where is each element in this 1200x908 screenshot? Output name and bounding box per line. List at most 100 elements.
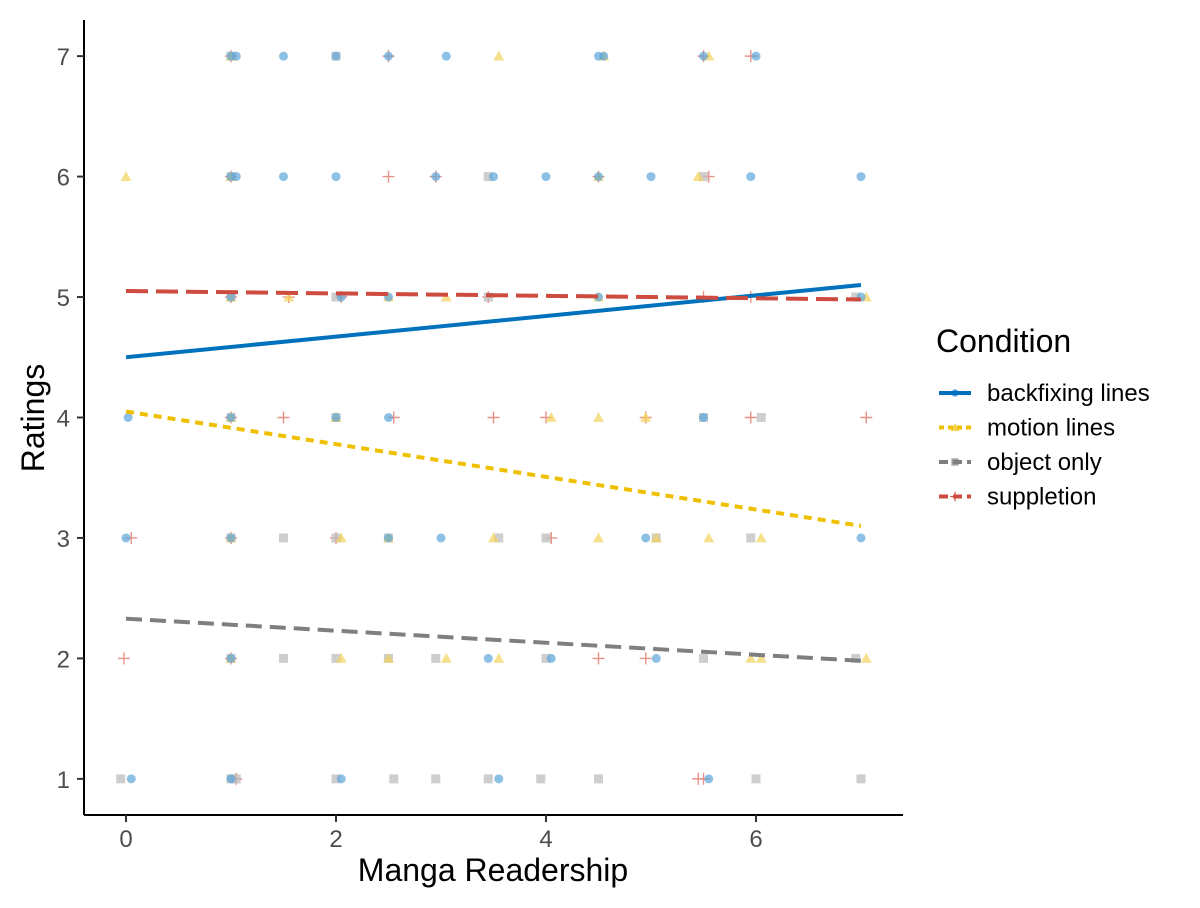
data-point (699, 653, 708, 663)
data-point (541, 533, 551, 543)
data-point (277, 411, 290, 424)
y-tick-label: 5 (57, 285, 70, 312)
data-point (440, 652, 452, 663)
data-point (856, 172, 866, 182)
data-point (431, 172, 441, 182)
data-point (331, 51, 341, 61)
data-point (860, 652, 872, 663)
data-point (651, 653, 661, 663)
data-point (599, 51, 609, 61)
legend-marker (951, 458, 959, 466)
data-point (116, 774, 126, 784)
data-point (493, 50, 505, 61)
data-point (493, 652, 505, 663)
data-point (231, 51, 241, 61)
data-point (279, 51, 288, 61)
y-axis-title: Ratings (15, 364, 51, 473)
data-point (593, 412, 604, 422)
data-point (745, 652, 757, 663)
series-points-backfixing-lines (121, 51, 866, 784)
data-point (594, 172, 603, 182)
fit-line-object-only (125, 616, 862, 663)
series-points-motion-lines (120, 50, 872, 663)
data-point (279, 533, 288, 543)
data-point (384, 51, 393, 61)
data-point (744, 411, 757, 424)
data-point (594, 774, 603, 784)
y-tick-label: 1 (57, 767, 70, 794)
data-point (545, 412, 557, 422)
data-point (640, 412, 652, 422)
legend: Condition backfixing lines motion lines ob… (936, 323, 1150, 511)
data-point (699, 413, 708, 422)
data-point (231, 172, 241, 182)
data-point (483, 653, 493, 663)
data-point (860, 411, 873, 424)
data-point (856, 774, 866, 784)
legend-marker (950, 423, 960, 432)
y-tick-label: 2 (57, 646, 70, 673)
y-tick-label: 3 (57, 526, 70, 553)
data-point (703, 532, 715, 543)
data-point (389, 774, 399, 784)
data-point (331, 774, 341, 784)
x-tick-label: 6 (749, 826, 762, 853)
data-point (436, 533, 446, 543)
data-point (382, 170, 395, 183)
data-point (441, 51, 451, 61)
data-point (483, 172, 493, 182)
data-point (755, 652, 767, 663)
data-point (699, 51, 708, 61)
legend-marker (951, 389, 959, 397)
legend-title: Condition (936, 323, 1071, 359)
data-point (856, 533, 866, 543)
data-point (279, 172, 288, 182)
data-point (279, 653, 288, 663)
legend-label: backfixing lines (987, 380, 1150, 407)
data-point (692, 171, 704, 181)
data-point (121, 533, 131, 543)
legend-label: object only (987, 449, 1102, 476)
legend-item-suppletion: suppletion (939, 484, 1096, 511)
data-point (593, 532, 604, 543)
data-point (226, 413, 236, 422)
data-point (431, 774, 441, 784)
data-point (226, 292, 236, 302)
data-point (226, 774, 236, 784)
data-point (487, 411, 500, 424)
data-point (331, 533, 341, 543)
x-tick-label: 2 (329, 826, 342, 853)
data-point (283, 291, 295, 302)
data-point (226, 653, 236, 663)
legend-label: suppletion (987, 484, 1096, 511)
data-point (494, 533, 504, 543)
scatter-points (116, 50, 873, 785)
data-point (383, 652, 394, 663)
data-point (851, 653, 861, 663)
data-point (384, 533, 393, 543)
data-point (123, 413, 133, 422)
x-axis-ticks: 0 2 4 6 (119, 815, 763, 853)
data-point (117, 652, 130, 665)
data-point (331, 172, 341, 182)
data-point (335, 652, 347, 663)
data-point (751, 51, 761, 61)
legend-item-object-only: object only (939, 449, 1102, 476)
data-point (639, 652, 652, 665)
data-point (641, 533, 651, 543)
data-point (541, 653, 551, 663)
y-tick-label: 7 (57, 44, 70, 71)
data-point (646, 172, 656, 182)
data-point (489, 172, 498, 182)
legend-item-motion-lines: motion lines (939, 415, 1115, 442)
fit-line-suppletion (125, 289, 862, 302)
data-point (851, 292, 861, 302)
data-point (494, 774, 504, 784)
data-point (226, 533, 236, 543)
data-point (746, 533, 756, 543)
data-point (756, 413, 766, 422)
data-point (483, 774, 493, 784)
data-point (650, 532, 662, 543)
data-point (431, 653, 441, 663)
data-point (488, 532, 499, 543)
